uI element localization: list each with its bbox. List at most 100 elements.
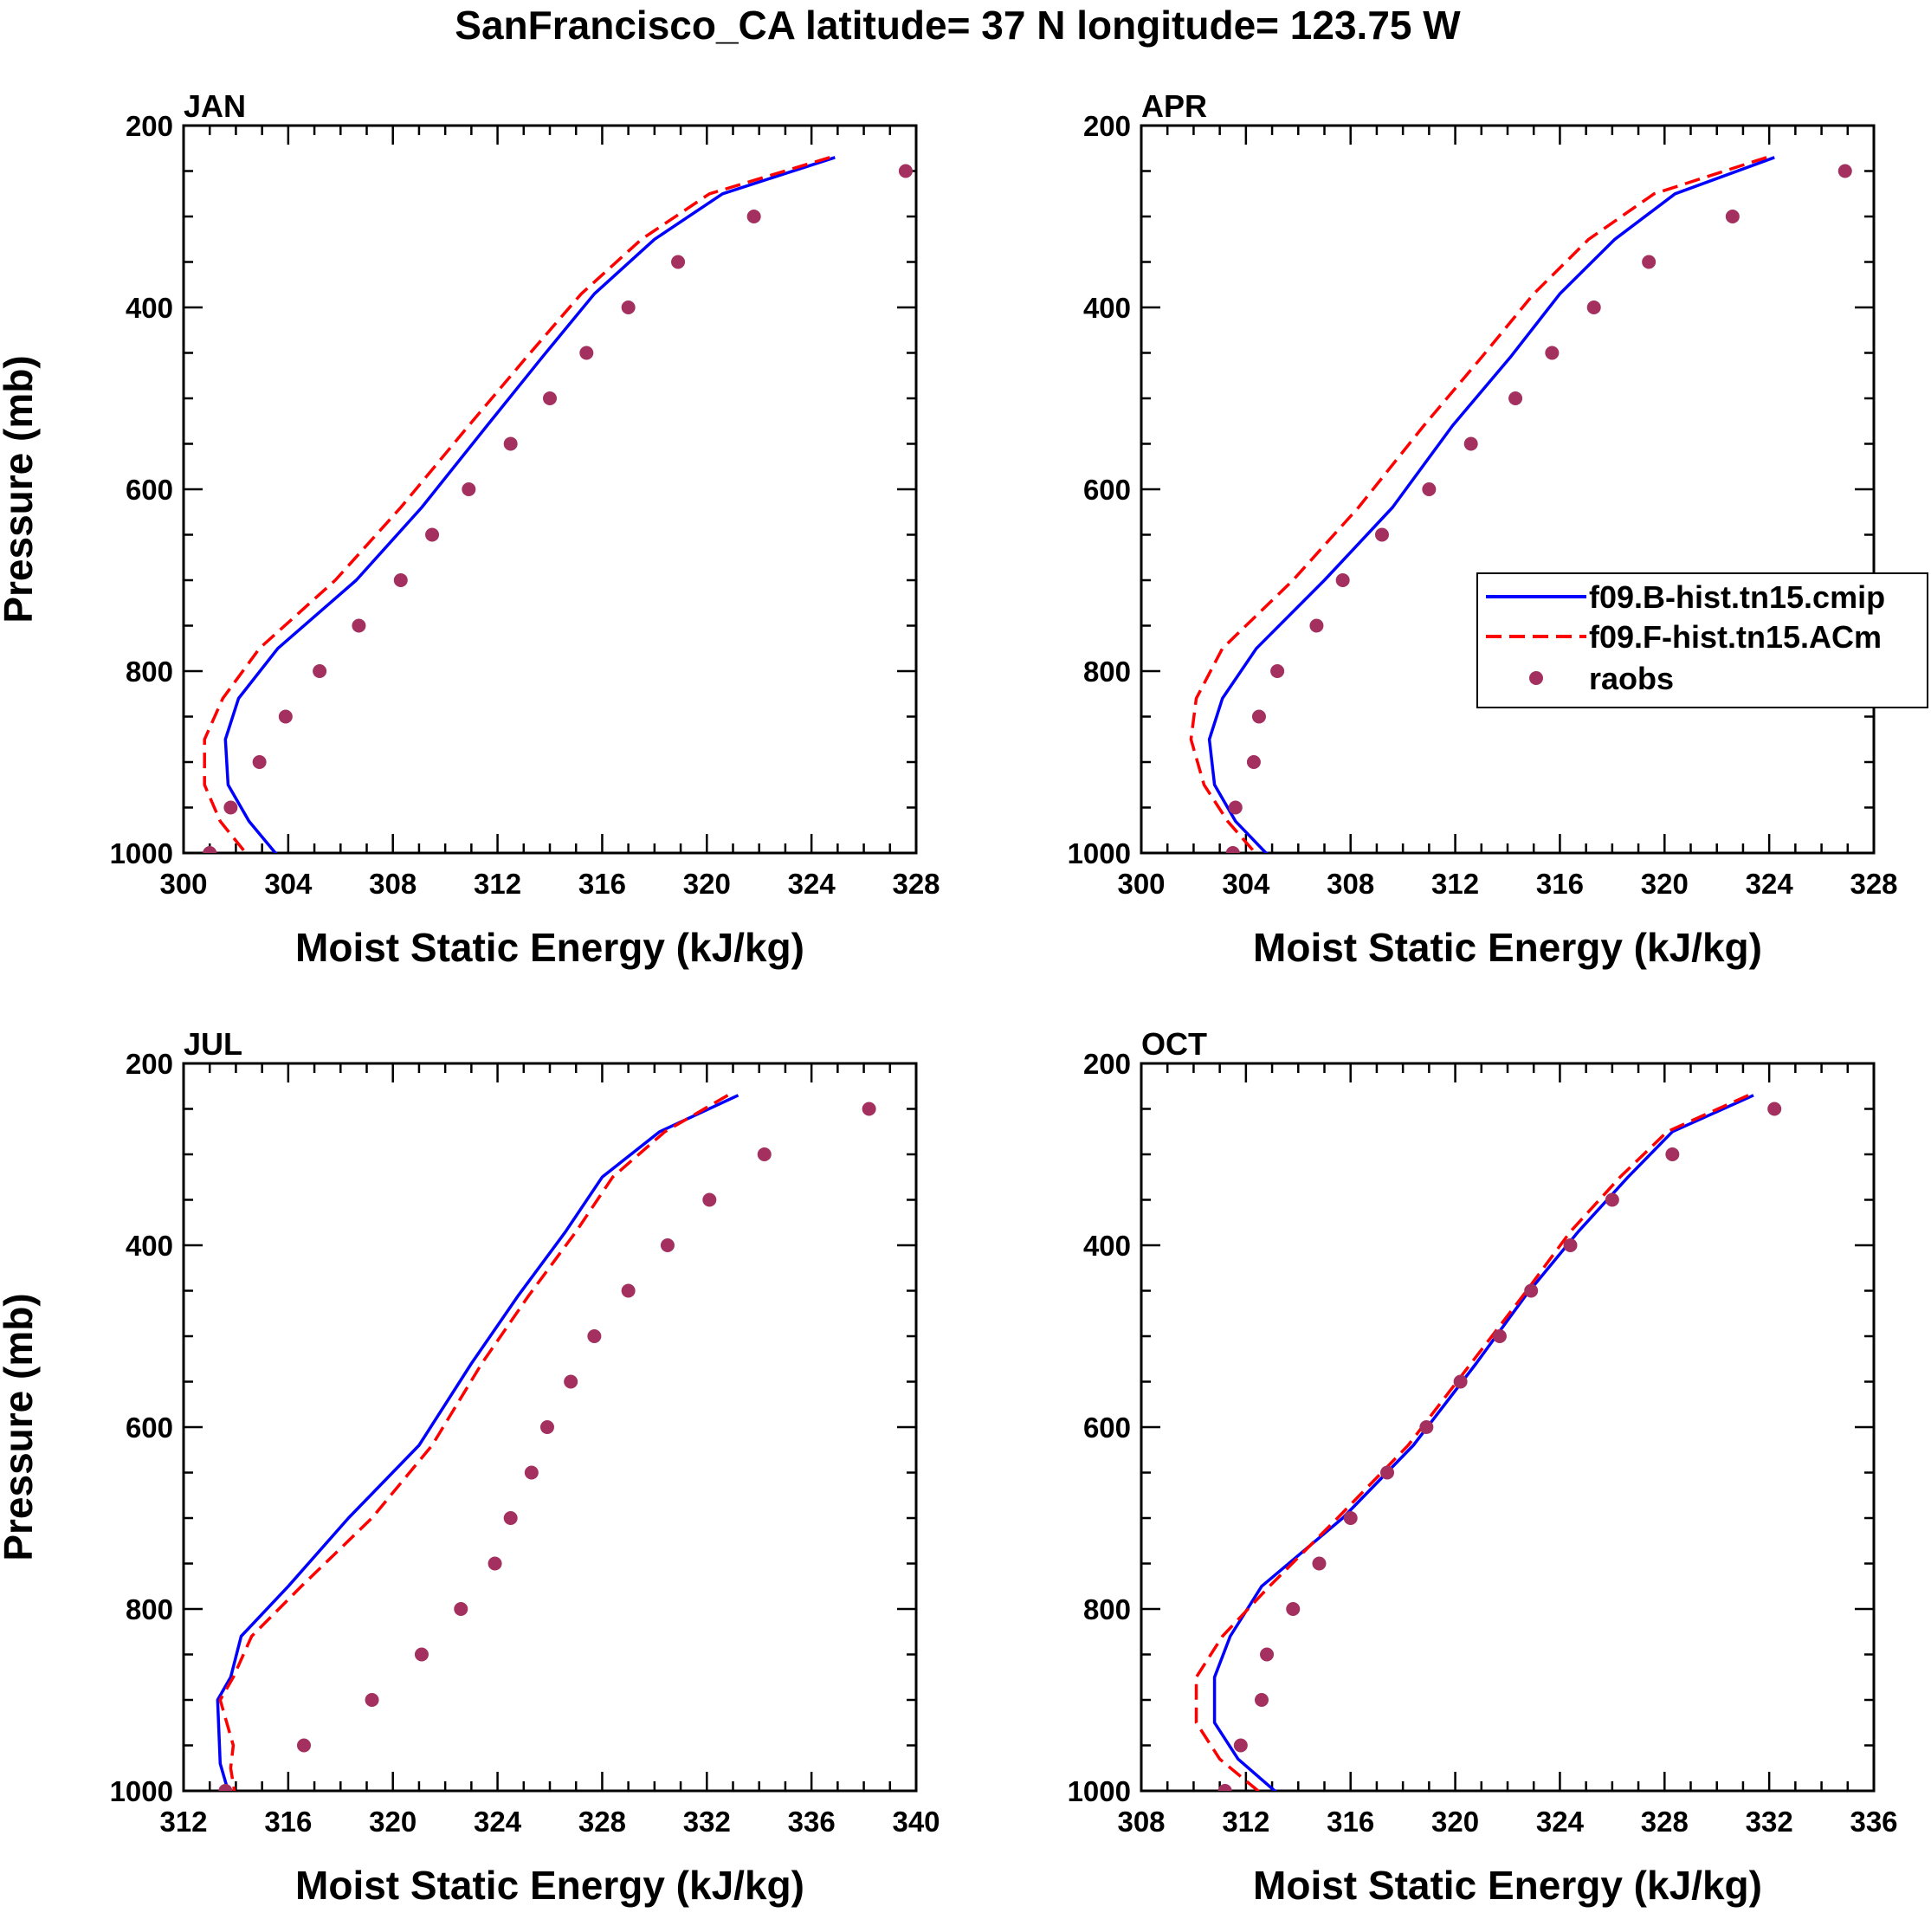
raobs-point [1374,527,1389,542]
panel-oct: 308 312 316 320 324 328 332 336 200 400 600 800 1000… [1068,1026,1898,1908]
raobs-point [1335,573,1350,587]
raobs-point [1217,1784,1232,1791]
series-line-f09-b [223,156,836,853]
y-tick-label: 200 [1083,1048,1131,1080]
series-line-f09-f [1194,1094,1749,1791]
series-line-f09-f [203,156,830,853]
x-tick-label: 308 [1327,868,1374,900]
x-tick-label: 324 [1746,868,1794,900]
raobs-point [296,1738,311,1753]
x-axis-label: Moist Static Energy (kJ/kg) [1253,1863,1762,1908]
raobs-point [1642,255,1657,269]
x-tick-label: 316 [264,1806,312,1838]
raobs-point [1586,300,1601,314]
y-tick-label: 1000 [110,1775,173,1807]
plot-data [1194,1094,1782,1791]
y-tick-label: 800 [1083,656,1131,688]
raobs-point [1725,210,1740,223]
x-tick-label: 324 [474,1806,522,1838]
legend-label-f: f09.F-hist.tn15.ACm [1589,619,1882,655]
x-tick-label: 332 [683,1806,731,1838]
raobs-point [898,164,913,178]
y-tick-label: 200 [126,1048,173,1080]
raobs-point [543,391,557,405]
raobs-point [1251,709,1266,724]
raobs-point [1380,1465,1395,1480]
raobs-point [223,800,238,815]
raobs-point [365,1693,379,1707]
x-tick-label: 328 [1641,1806,1689,1838]
panel-label: APR [1141,88,1207,124]
series-line-f09-b [1207,156,1775,853]
raobs-point [1837,164,1852,178]
y-tick-label: 200 [126,110,173,142]
raobs-point [1225,846,1240,853]
x-tick-label: 328 [892,868,940,900]
raobs-point [1492,1329,1507,1343]
raobs-point [462,482,476,496]
x-tick-label: 308 [1117,1806,1165,1838]
raobs-point [1665,1147,1680,1161]
raobs-point [1453,1374,1468,1389]
y-tick-label: 800 [1083,1593,1131,1625]
raobs-point [564,1374,578,1389]
raobs-point [1233,1738,1248,1753]
y-tick-label: 600 [1083,1412,1131,1444]
raobs-point [313,664,327,678]
y-tick-label: 400 [126,292,173,324]
raobs-point [746,210,761,223]
x-axis-label: Moist Static Energy (kJ/kg) [295,925,804,970]
raobs-point [425,527,440,542]
x-tick-label: 316 [578,868,626,900]
raobs-point [454,1602,468,1616]
raobs-point [1309,618,1324,633]
raobs-point [1270,664,1285,678]
raobs-point [1605,1192,1619,1207]
raobs-point [1563,1238,1578,1252]
raobs-point [702,1192,717,1207]
raobs-point [1260,1647,1275,1662]
raobs-point [862,1102,876,1116]
raobs-point [587,1329,602,1343]
plot-frame [1140,124,1876,855]
raobs-point [1312,1556,1327,1571]
raobs-point [1508,391,1523,405]
x-tick-label: 304 [1222,868,1270,900]
x-tick-label: 328 [578,1806,626,1838]
plot-data [203,156,913,853]
raobs-point [757,1147,772,1161]
y-tick-label: 400 [1083,1230,1131,1262]
legend-label-b: f09.B-hist.tn15.cmip [1589,579,1885,615]
x-tick-label: 328 [1850,868,1897,900]
x-tick-label: 320 [369,1806,417,1838]
series-line-f09-f [218,1094,729,1791]
x-tick-label: 336 [1850,1806,1897,1838]
raobs-point [660,1238,675,1252]
raobs-point [1286,1602,1301,1616]
x-tick-label: 300 [1117,868,1165,900]
raobs-point [1422,482,1437,496]
x-tick-label: 312 [159,1806,207,1838]
x-tick-label: 316 [1536,868,1584,900]
panel-label: JAN [184,88,246,124]
y-tick-label: 400 [126,1230,173,1262]
panel-apr: 300 304 308 312 316 320 324 328 200 400 600 800 1000… [1068,88,1898,970]
raobs-point [671,255,686,269]
y-tick-label: 1000 [1068,1775,1131,1807]
x-tick-label: 332 [1746,1806,1793,1838]
raobs-point [1767,1102,1782,1116]
y-tick-label: 1000 [110,837,173,869]
plot-frame [182,124,918,855]
raobs-point [503,1511,518,1525]
y-tick-label: 600 [126,1412,173,1444]
raobs-point [352,618,366,633]
raobs-point [1545,346,1560,360]
x-tick-label: 300 [159,868,207,900]
y-axis-label: Pressure (mb) [0,355,41,623]
y-tick-label: 600 [126,474,173,506]
series-line-f09-f [1189,156,1767,853]
x-tick-label: 316 [1327,1806,1374,1838]
x-tick-label: 312 [1222,1806,1269,1838]
raobs-point [621,300,636,314]
raobs-point [1524,1283,1539,1298]
